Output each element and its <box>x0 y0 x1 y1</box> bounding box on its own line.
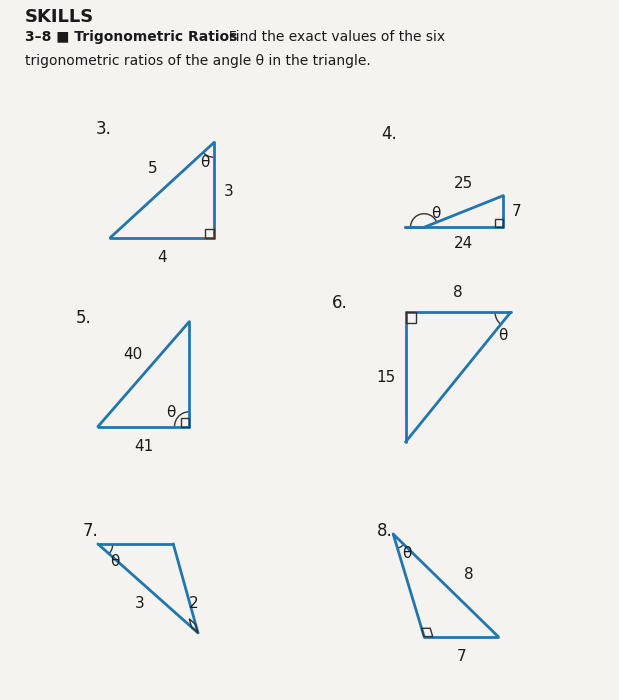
Text: θ: θ <box>201 155 210 170</box>
Text: 5: 5 <box>147 161 157 176</box>
Text: 7: 7 <box>456 649 466 664</box>
Text: trigonometric ratios of the angle θ in the triangle.: trigonometric ratios of the angle θ in t… <box>25 54 371 68</box>
Text: 40: 40 <box>123 347 142 363</box>
Text: θ: θ <box>167 405 176 421</box>
Text: 7: 7 <box>511 204 521 219</box>
Text: 3.: 3. <box>95 120 111 138</box>
Text: 8: 8 <box>464 567 473 582</box>
Text: 7.: 7. <box>83 522 99 540</box>
Text: 25: 25 <box>454 176 474 191</box>
Text: 3: 3 <box>224 184 234 199</box>
Text: 8: 8 <box>453 285 463 300</box>
Text: θ: θ <box>402 547 411 561</box>
Text: 3: 3 <box>135 596 145 611</box>
Text: θ: θ <box>110 554 119 569</box>
Text: 15: 15 <box>376 370 395 385</box>
Text: θ: θ <box>431 206 440 220</box>
Text: 8.: 8. <box>377 522 393 540</box>
Text: θ: θ <box>498 328 508 343</box>
Text: 41: 41 <box>134 439 154 454</box>
Text: 4: 4 <box>157 250 167 265</box>
Text: 4.: 4. <box>381 125 397 144</box>
Text: 5.: 5. <box>76 309 92 327</box>
Text: 2: 2 <box>189 596 199 611</box>
Text: 24: 24 <box>454 237 474 251</box>
Text: 3–8 ■ Trigonometric Ratios: 3–8 ■ Trigonometric Ratios <box>25 30 237 44</box>
Text: Find the exact values of the six: Find the exact values of the six <box>220 30 445 44</box>
Text: SKILLS: SKILLS <box>25 8 94 26</box>
Text: 6.: 6. <box>331 294 347 312</box>
